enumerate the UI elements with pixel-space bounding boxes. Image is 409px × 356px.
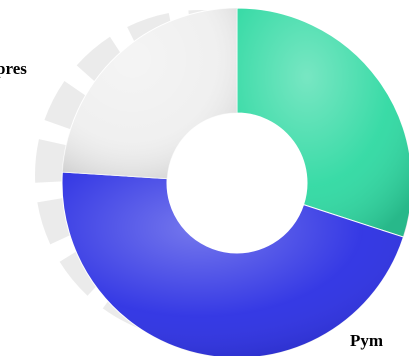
slice-gloss [61, 172, 404, 356]
donut [61, 7, 409, 356]
slice-gloss [237, 8, 409, 238]
slice-gloss [62, 8, 237, 179]
slice-label: Pym [350, 331, 383, 350]
slice-label: pres [0, 59, 27, 78]
